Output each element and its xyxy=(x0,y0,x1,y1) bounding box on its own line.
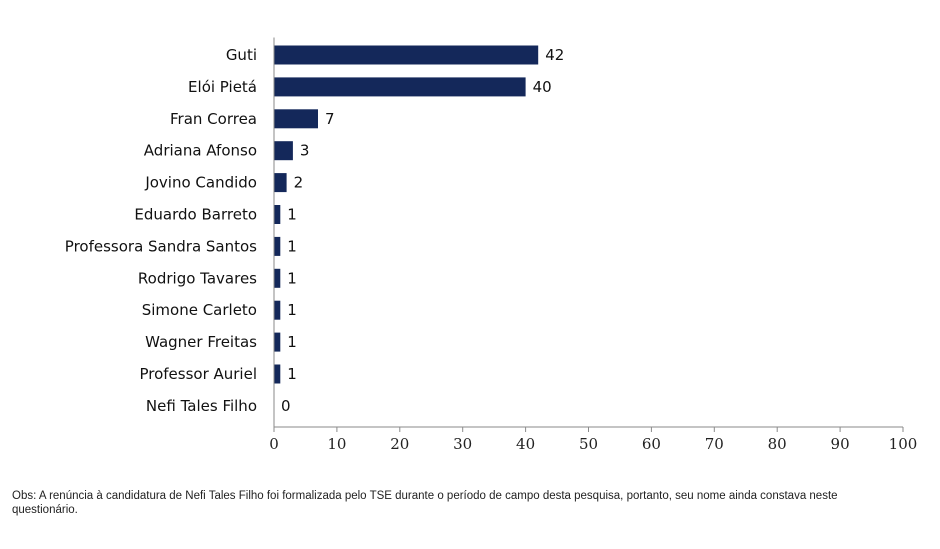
footnote: Obs: A renúncia à candidatura de Nefi Ta… xyxy=(12,490,838,516)
x-axis-ticks: 0 10 20 30 40 50 60 70 80 90 100 xyxy=(269,427,917,453)
x-tick-label-10: 100 xyxy=(889,435,918,453)
category-label-2: Fran Correa xyxy=(170,110,257,128)
category-label-4: Jovino Candido xyxy=(144,174,257,192)
value-label-9: 1 xyxy=(287,333,297,351)
category-label-0: Guti xyxy=(226,46,257,64)
x-tick-label-5: 50 xyxy=(579,435,598,453)
bar-6 xyxy=(274,236,281,256)
x-tick-label-9: 90 xyxy=(831,435,850,453)
bar-9 xyxy=(274,332,281,352)
value-label-3: 3 xyxy=(300,142,310,160)
bar-2 xyxy=(274,109,318,129)
value-label-8: 1 xyxy=(287,301,297,319)
bar-3 xyxy=(274,141,293,161)
value-label-1: 40 xyxy=(533,78,552,96)
bar-8 xyxy=(274,300,281,320)
value-label-10: 1 xyxy=(287,365,297,383)
x-tick-label-8: 80 xyxy=(768,435,787,453)
category-label-6: Professora Sandra Santos xyxy=(65,237,257,255)
category-label-7: Rodrigo Tavares xyxy=(138,269,257,287)
category-label-11: Nefi Tales Filho xyxy=(146,397,257,415)
category-label-8: Simone Carleto xyxy=(142,301,257,319)
x-tick-label-7: 70 xyxy=(705,435,724,453)
bar-chart: Guti Elói Pietá Fran Correa Adriana Afonso J… xyxy=(65,37,917,453)
bars-group xyxy=(274,45,539,384)
value-label-0: 42 xyxy=(545,46,564,64)
category-label-10: Professor Auriel xyxy=(139,365,257,383)
bar-7 xyxy=(274,268,281,288)
x-tick-label-4: 40 xyxy=(516,435,535,453)
value-label-5: 1 xyxy=(287,206,297,224)
bar-5 xyxy=(274,205,281,224)
bar-4 xyxy=(274,173,287,193)
bar-0 xyxy=(274,45,539,65)
category-label-5: Eduardo Barreto xyxy=(134,206,257,224)
value-label-6: 1 xyxy=(287,237,297,255)
value-labels: 42 40 73 2 1 1 1 1 1 1 0 xyxy=(281,46,564,415)
x-tick-label-0: 0 xyxy=(269,435,279,453)
category-label-9: Wagner Freitas xyxy=(145,333,257,351)
x-tick-label-6: 60 xyxy=(642,435,661,453)
x-tick-label-3: 30 xyxy=(453,435,472,453)
category-label-1: Elói Pietá xyxy=(188,78,257,96)
category-labels: Guti Elói Pietá Fran Correa Adriana Afonso J… xyxy=(65,46,257,415)
bar-10 xyxy=(274,364,281,384)
bar-1 xyxy=(274,77,526,97)
x-tick-label-1: 10 xyxy=(327,435,346,453)
value-label-7: 1 xyxy=(287,269,297,287)
x-tick-label-2: 20 xyxy=(390,435,409,453)
value-label-11: 0 xyxy=(281,397,291,415)
category-label-3: Adriana Afonso xyxy=(144,142,257,160)
value-label-2: 7 xyxy=(325,110,335,128)
value-label-4: 2 xyxy=(294,174,304,192)
